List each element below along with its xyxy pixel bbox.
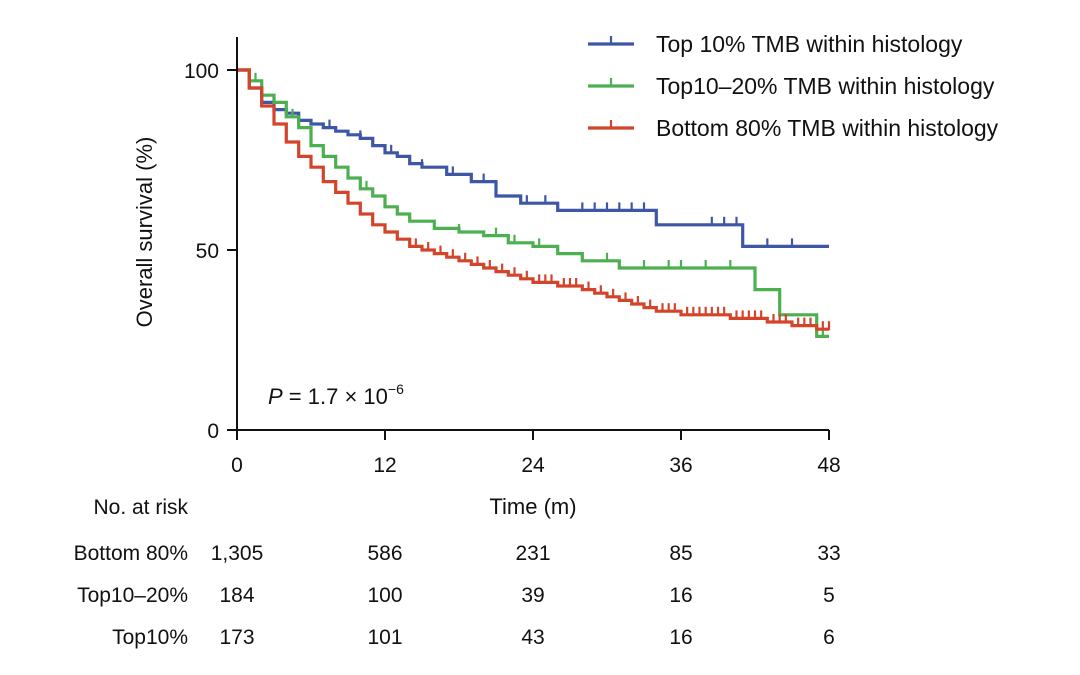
risk-value-1-4: 5 xyxy=(823,584,835,607)
series-line-2 xyxy=(237,68,829,331)
series-layer xyxy=(237,68,831,338)
x-tick-label-4: 48 xyxy=(817,454,840,477)
p-value-exponent: −6 xyxy=(388,381,404,397)
y-tick-label-1: 50 xyxy=(196,240,219,263)
risk-table-header: No. at risk xyxy=(93,496,188,519)
risk-row-label-0: Bottom 80% xyxy=(74,542,188,565)
risk-value-2-0: 173 xyxy=(219,626,254,649)
x-tick-label-3: 36 xyxy=(669,454,692,477)
risk-row-label-1: Top10–20% xyxy=(77,584,188,607)
series-1 xyxy=(237,68,829,338)
p-value-symbol: P xyxy=(268,384,283,409)
risk-value-1-1: 100 xyxy=(367,584,402,607)
risk-value-0-2: 231 xyxy=(515,542,550,565)
risk-value-0-0: 1,305 xyxy=(211,542,264,565)
y-axis-title: Overall survival (%) xyxy=(132,137,157,328)
y-tick-label-0: 0 xyxy=(207,420,219,443)
risk-value-2-1: 101 xyxy=(367,626,402,649)
p-value-text: = 1.7 × 10 xyxy=(283,384,388,409)
risk-value-0-4: 33 xyxy=(817,542,840,565)
risk-table: No. at risk Bottom 80% 1,305 586 231 85 33 Top… xyxy=(74,496,841,649)
legend-label-2: Bottom 80% TMB within histology xyxy=(656,115,999,141)
risk-value-2-4: 6 xyxy=(823,626,835,649)
p-value-annotation: P = 1.7 × 10−6 xyxy=(268,381,404,409)
legend-label-1: Top10–20% TMB within histology xyxy=(656,73,995,99)
x-tick-label-2: 24 xyxy=(521,454,545,477)
legend-label-0: Top 10% TMB within histology xyxy=(656,31,963,57)
risk-value-2-2: 43 xyxy=(521,626,544,649)
series-2 xyxy=(237,68,831,331)
risk-value-1-0: 184 xyxy=(219,584,254,607)
x-axis-title: Time (m) xyxy=(489,494,576,519)
y-tick-label-2: 100 xyxy=(184,60,219,83)
legend: Top 10% TMB within histology Top10–20% TM… xyxy=(588,31,999,141)
ticks-layer: 0 12 24 36 48 0 50 100 xyxy=(184,60,841,477)
risk-value-0-3: 85 xyxy=(669,542,692,565)
risk-value-1-2: 39 xyxy=(521,584,544,607)
risk-value-0-1: 586 xyxy=(367,542,402,565)
risk-value-1-3: 16 xyxy=(669,584,692,607)
x-tick-label-1: 12 xyxy=(373,454,396,477)
risk-row-label-2: Top10% xyxy=(112,626,188,649)
x-tick-label-0: 0 xyxy=(231,454,243,477)
risk-value-2-3: 16 xyxy=(669,626,692,649)
